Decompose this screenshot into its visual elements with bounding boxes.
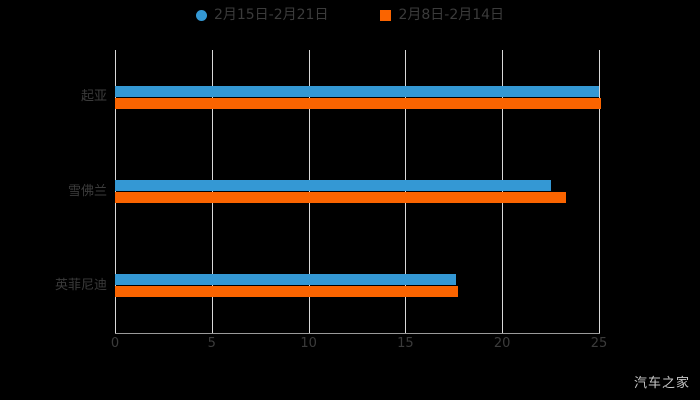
x-axis-tick-label: 20: [493, 336, 511, 351]
gridline: [599, 50, 600, 333]
bar-0-0[interactable]: [115, 85, 599, 97]
chart-legend: 2月15日-2月21日 2月8日-2月14日: [0, 8, 700, 22]
y-axis-category-label-wrap: 起亚: [0, 90, 107, 104]
legend-square-marker-icon: [380, 9, 392, 21]
x-axis-tick-label: 0: [110, 336, 120, 351]
y-axis-category-label: 英菲尼迪: [54, 277, 107, 293]
gridline: [211, 50, 213, 333]
gridline: [502, 50, 504, 333]
legend-item-series-1[interactable]: 2月8日-2月14日: [380, 8, 504, 22]
y-axis-category-label-wrap: 雪佛兰: [0, 183, 107, 199]
plot-area: [115, 50, 601, 333]
y-axis-category-label: 雪佛兰: [67, 183, 107, 199]
y-axis-category-label-wrap: 英菲尼迪: [0, 277, 107, 293]
legend-label-series-0: 2月15日-2月21日: [213, 7, 329, 23]
watermark: 汽车之家: [633, 376, 690, 391]
bar-1-1[interactable]: [115, 192, 567, 203]
legend-item-series-0[interactable]: 2月15日-2月21日: [195, 7, 329, 23]
gridline: [405, 50, 407, 333]
x-axis-tick-label: 15: [397, 336, 414, 351]
x-axis-tick-label: 5: [207, 336, 216, 351]
x-axis-line: [115, 333, 600, 334]
bar-0-1[interactable]: [115, 97, 601, 109]
bar-2-0[interactable]: [115, 274, 456, 286]
legend-label-series-1: 2月8日-2月14日: [398, 7, 505, 23]
bar-2-1[interactable]: [115, 286, 458, 298]
y-axis-category-label: 起亚: [80, 89, 107, 105]
gridline: [308, 50, 310, 333]
x-axis-tick-label: 10: [300, 336, 317, 351]
x-axis-tick-label: 25: [590, 336, 608, 351]
gridline: [115, 50, 116, 333]
legend-circle-marker-icon: [195, 9, 207, 21]
bar-1-0[interactable]: [115, 180, 551, 191]
